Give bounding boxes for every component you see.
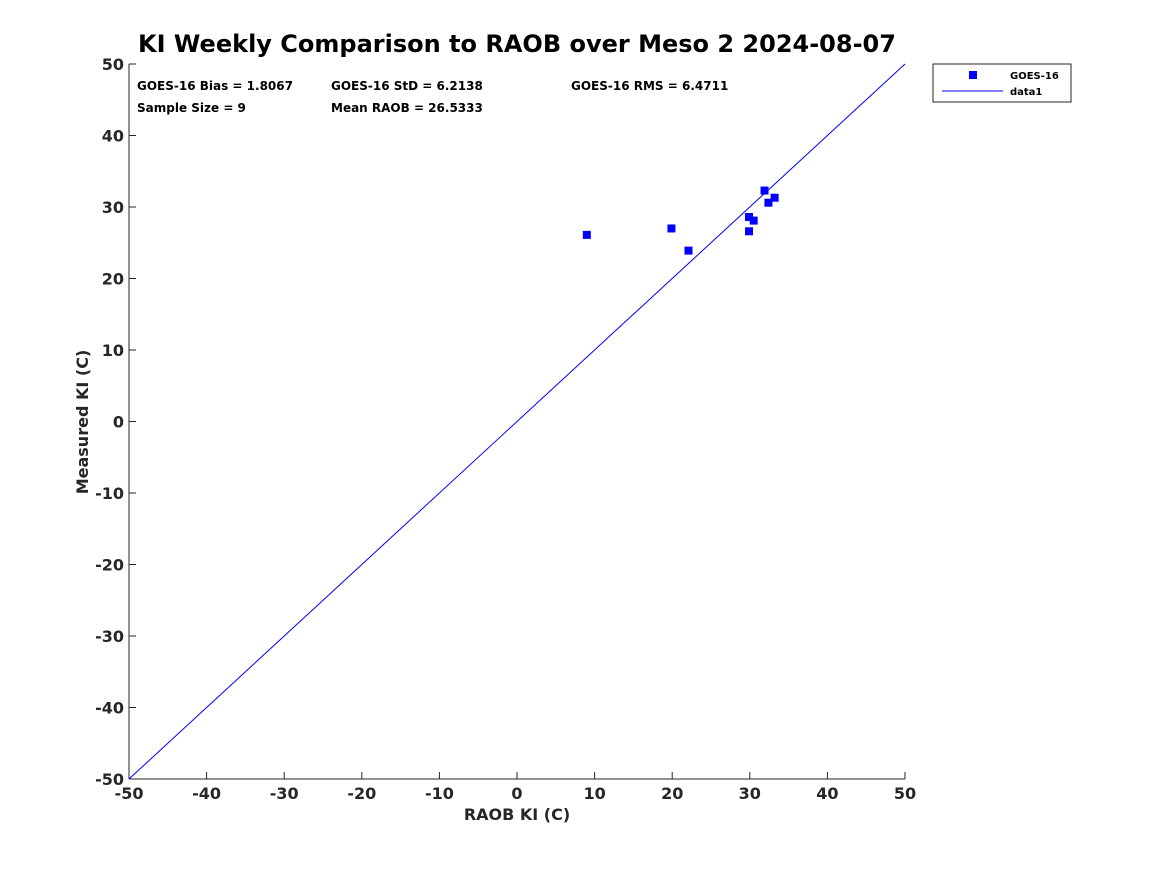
stat-mean-raob: Mean RAOB = 26.5333 — [331, 101, 483, 115]
legend-marker-goes16 — [969, 71, 977, 79]
scatter-point — [764, 198, 773, 207]
scatter-point — [667, 224, 676, 233]
legend-label-data1: data1 — [1010, 87, 1042, 98]
chart-title: KI Weekly Comparison to RAOB over Meso 2… — [138, 30, 896, 58]
y-axis-title: Measured KI (C) — [73, 350, 92, 495]
y-tick-label: -40 — [95, 699, 124, 718]
y-tick-label: -20 — [95, 556, 124, 575]
scatter-point — [749, 216, 758, 225]
scatter-point — [745, 227, 754, 236]
scatter-point — [684, 246, 693, 255]
x-tick-label: 20 — [661, 784, 683, 803]
stat-rms: GOES-16 RMS = 6.4711 — [571, 79, 728, 93]
stats-annotations: GOES-16 Bias = 1.8067 GOES-16 StD = 6.21… — [137, 79, 728, 115]
x-tick-label: 40 — [816, 784, 838, 803]
stat-bias: GOES-16 Bias = 1.8067 — [137, 79, 293, 93]
stat-sample-size: Sample Size = 9 — [137, 101, 246, 115]
x-ticks: -50 -40 -30 -20 -10 0 10 20 30 40 50 — [115, 772, 916, 803]
y-tick-label: 30 — [102, 198, 124, 217]
legend-label-goes16: GOES-16 — [1010, 71, 1059, 82]
y-tick-label: 0 — [113, 413, 124, 432]
x-tick-label: 10 — [583, 784, 605, 803]
y-tick-label: 50 — [102, 55, 124, 74]
x-axis-title: RAOB KI (C) — [464, 805, 570, 824]
y-tick-label: -30 — [95, 627, 124, 646]
stat-std: GOES-16 StD = 6.2138 — [331, 79, 483, 93]
y-ticks: -50 -40 -30 -20 -10 0 10 20 30 40 50 — [95, 55, 136, 789]
x-tick-label: 50 — [894, 784, 916, 803]
y-tick-label: -10 — [95, 484, 124, 503]
y-tick-label: 20 — [102, 270, 124, 289]
x-tick-label: -30 — [270, 784, 299, 803]
scatter-point — [745, 213, 754, 222]
y-tick-label: -50 — [95, 770, 124, 789]
legend: GOES-16 data1 — [932, 63, 1072, 103]
plot-area — [128, 63, 906, 780]
legend-box — [932, 63, 1072, 103]
x-tick-label: -40 — [192, 784, 221, 803]
x-tick-label: 0 — [511, 784, 522, 803]
x-tick-label: -20 — [347, 784, 376, 803]
x-tick-label: -50 — [115, 784, 144, 803]
y-tick-label: 40 — [102, 127, 124, 146]
x-tick-label: 30 — [739, 784, 761, 803]
scatter-point — [770, 193, 779, 202]
x-tick-label: -10 — [425, 784, 454, 803]
series-line-data1 — [128, 63, 906, 780]
y-tick-label: 10 — [102, 341, 124, 360]
scatter-point — [760, 186, 769, 195]
scatter-point — [582, 230, 591, 239]
